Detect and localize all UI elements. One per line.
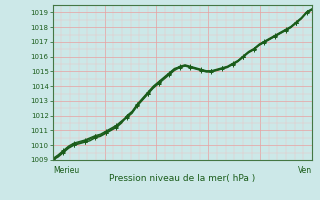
X-axis label: Pression niveau de la mer( hPa ): Pression niveau de la mer( hPa ) — [109, 174, 256, 183]
Text: Merieu: Merieu — [53, 166, 79, 175]
Text: Ven: Ven — [298, 166, 312, 175]
